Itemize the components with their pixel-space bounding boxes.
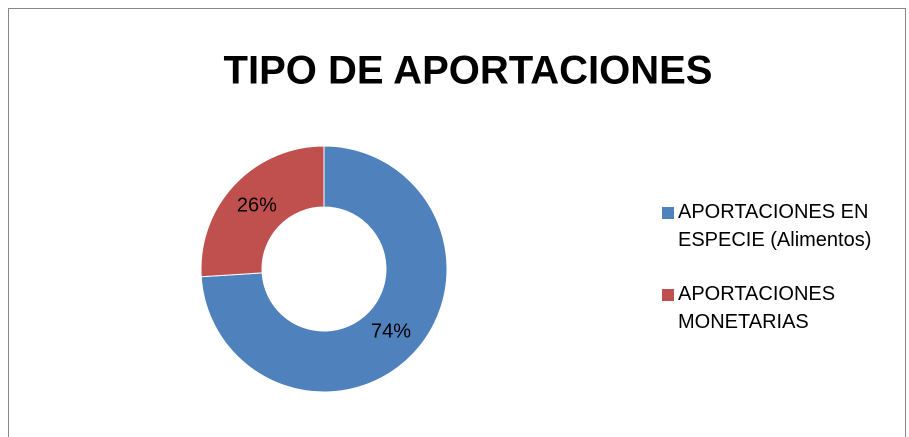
data-label: 26% [237,194,277,216]
donut-slice [200,145,448,393]
legend-swatch [662,207,674,219]
data-label: 74% [371,320,411,342]
chart-frame [8,8,906,437]
donut-slice [200,145,325,278]
chart-title: TIPO DE APORTACIONES [224,49,713,93]
legend-swatch [662,289,674,301]
legend-label: APORTACIONES EN ESPECIE (Alimentos) [678,201,872,251]
legend-label: APORTACIONES MONETARIAS [678,283,836,333]
